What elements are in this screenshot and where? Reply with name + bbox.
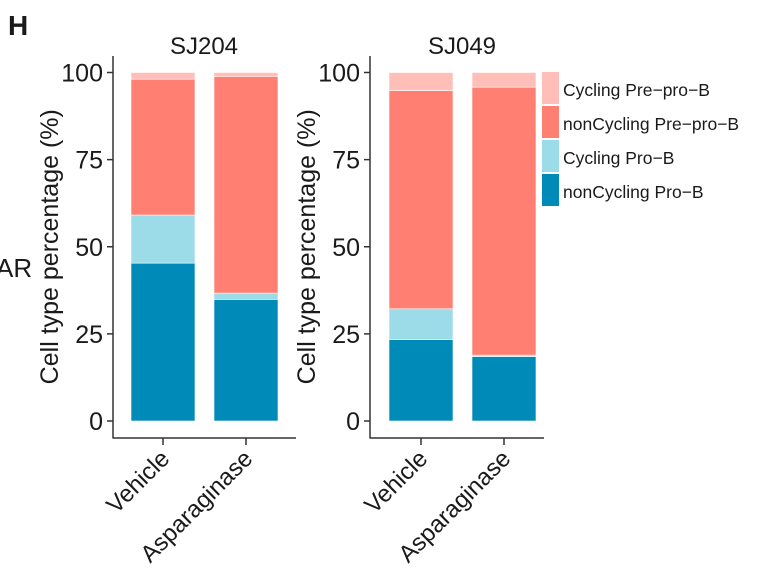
legend-swatch [542,174,559,206]
legend-label: Cycling Pro−B [563,148,674,168]
legend-swatch [542,140,559,172]
y-tick-label: 25 [75,321,103,349]
bar-segment-noncycling-pro-b [388,339,454,422]
panel-letter: H [8,10,28,41]
y-tick-label: 75 [332,147,360,175]
bar-segment-noncycling-pre-pro-b [130,78,196,216]
chart-panel-sj204: SJ204 Cell type percentage (%) 0 25 50 75 100 V… [36,33,296,568]
legend-item: Cycling Pre−pro−B [542,72,710,104]
y-tick-label: 75 [75,147,103,175]
bar-segment-cycling-pre-pro-b [213,72,279,77]
bar-segment-cycling-pre-pro-b [471,72,537,88]
bar-segment-cycling-pro-b [213,292,279,300]
legend-swatch [542,72,559,104]
chart-title: SJ049 [428,33,496,60]
bar-segment-noncycling-pre-pro-b [213,76,279,294]
y-tick-label: 100 [61,60,103,88]
x-tick-label: Vehicle [101,445,175,519]
bar-segment-noncycling-pre-pro-b [471,86,537,356]
y-tick-label: 0 [346,408,360,436]
y-tick-label: 0 [89,408,103,436]
bar-segment-cycling-pre-pro-b [388,72,454,91]
y-axis-label: Cell type percentage (%) [293,109,321,384]
bar-segment-noncycling-pro-b [471,356,537,422]
cropped-left-text: AR [0,253,32,283]
legend-item: nonCycling Pre−pro−B [542,106,739,138]
chart-panel-sj049: SJ049 Cell type percentage (%) 0 25 50 75 100 V… [293,33,544,568]
legend-label: nonCycling Pro−B [563,182,704,202]
bar-segment-noncycling-pro-b [130,262,196,422]
legend-label: nonCycling Pre−pro−B [563,114,739,134]
x-tick-label: Vehicle [359,445,433,519]
legend-swatch [542,106,559,138]
bar-segment-noncycling-pre-pro-b [388,90,454,310]
y-tick-label: 100 [318,60,360,88]
y-axis-label: Cell type percentage (%) [36,109,64,384]
y-tick-label: 50 [332,234,360,262]
legend-label: Cycling Pre−pro−B [563,80,710,100]
bar-segment-noncycling-pro-b [213,299,279,422]
bar-segment-cycling-pre-pro-b [130,72,196,80]
legend-item: Cycling Pro−B [542,140,674,172]
chart-title: SJ204 [170,33,238,60]
legend-item: nonCycling Pro−B [542,174,704,206]
bar-segment-cycling-pro-b [130,214,196,264]
y-tick-label: 25 [332,321,360,349]
legend: Cycling Pre−pro−B nonCycling Pre−pro−B Cyc… [542,72,739,206]
y-tick-label: 50 [75,234,103,262]
bar-segment-cycling-pro-b [388,308,454,340]
